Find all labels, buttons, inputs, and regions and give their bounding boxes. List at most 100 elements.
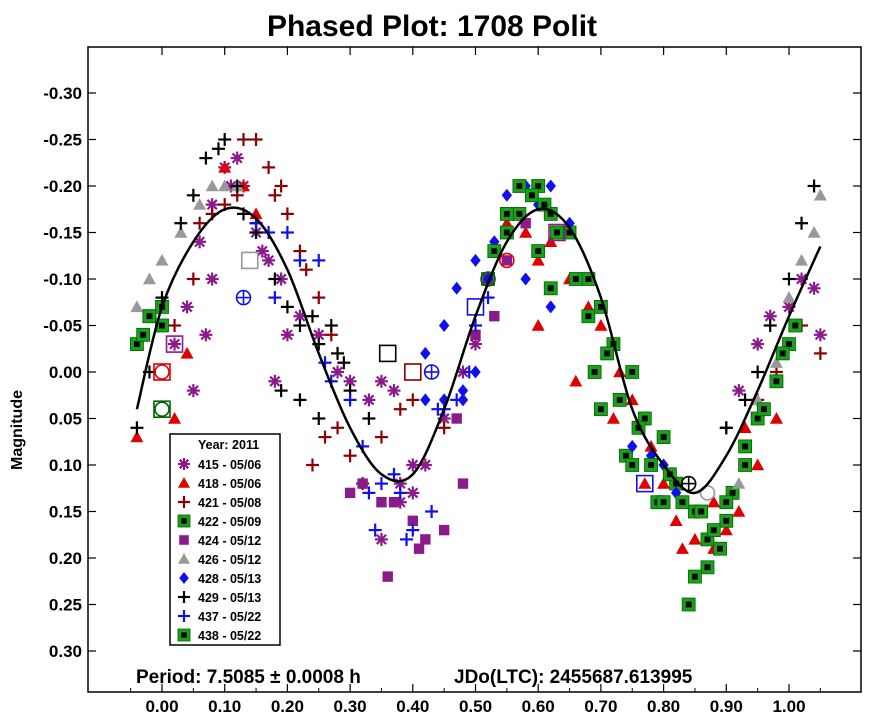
data-point xyxy=(255,244,269,258)
data-point xyxy=(612,392,627,407)
data-point xyxy=(732,477,746,489)
data-point xyxy=(531,319,545,331)
data-point xyxy=(249,133,263,146)
legend-label: 426 - 05/12 xyxy=(198,553,261,567)
data-point xyxy=(512,179,527,193)
data-point xyxy=(594,402,608,417)
data-point xyxy=(374,532,388,546)
data-point xyxy=(738,421,752,433)
data-point xyxy=(457,478,469,489)
data-point xyxy=(638,477,652,489)
data-point xyxy=(675,495,690,510)
data-point xyxy=(387,384,401,398)
data-point xyxy=(751,458,765,471)
data-point xyxy=(501,255,513,266)
fit-curve xyxy=(135,206,822,495)
data-point xyxy=(669,514,683,526)
y-axis-label: Magnitude xyxy=(9,390,26,470)
data-point xyxy=(262,253,276,267)
data-point xyxy=(318,430,332,444)
data-point xyxy=(719,513,734,528)
data-point xyxy=(393,486,407,500)
data-point xyxy=(180,346,194,359)
data-point xyxy=(407,515,418,526)
data-point xyxy=(130,300,144,313)
data-point xyxy=(531,244,546,259)
reference-marker xyxy=(635,474,654,493)
data-point xyxy=(362,486,376,500)
data-point xyxy=(186,272,200,286)
legend-item: 437 - 05/22 xyxy=(178,610,261,624)
data-point xyxy=(625,365,640,379)
data-point xyxy=(186,384,200,398)
data-point xyxy=(168,319,182,332)
data-point xyxy=(713,541,727,556)
y-tick-label: -0.15 xyxy=(43,224,82,243)
data-point xyxy=(274,179,288,193)
reference-marker xyxy=(153,363,171,381)
legend-label: 429 - 05/13 xyxy=(198,591,261,605)
data-point xyxy=(795,216,809,230)
data-point xyxy=(312,253,326,267)
data-point xyxy=(280,328,294,342)
data-point xyxy=(205,272,219,286)
data-point xyxy=(413,543,425,554)
data-point xyxy=(168,337,182,351)
data-point xyxy=(732,505,746,517)
data-point xyxy=(230,151,244,165)
x-tick-label: 0.80 xyxy=(647,697,680,716)
legend-label: 438 - 05/22 xyxy=(198,629,261,643)
data-point xyxy=(337,356,351,370)
data-point xyxy=(218,160,232,173)
data-point xyxy=(707,495,721,508)
legend-label: 421 - 05/08 xyxy=(198,496,261,510)
data-point xyxy=(656,430,671,445)
data-point xyxy=(763,319,777,332)
legend-label: 424 - 05/12 xyxy=(198,534,261,548)
data-point xyxy=(462,365,476,379)
data-point xyxy=(451,413,462,424)
data-point xyxy=(420,346,431,360)
y-tick-label: 0.10 xyxy=(49,456,82,475)
data-point xyxy=(545,179,556,193)
legend-label: 418 - 05/06 xyxy=(198,477,261,491)
data-point xyxy=(406,393,420,407)
data-point xyxy=(362,412,376,425)
data-point xyxy=(406,486,420,500)
legend-marker xyxy=(178,610,190,622)
reference-marker xyxy=(165,335,184,353)
data-point xyxy=(174,216,188,230)
reference-marker xyxy=(403,363,422,381)
data-point xyxy=(719,523,733,536)
data-point xyxy=(406,523,420,537)
data-point xyxy=(451,281,462,295)
data-point xyxy=(757,402,771,417)
legend: Year: 2011 415 - 05/06 418 - 05/06 421 - 0… xyxy=(169,433,281,646)
legend-marker xyxy=(177,514,191,528)
legend-marker xyxy=(178,496,190,508)
data-point xyxy=(501,188,513,202)
data-point xyxy=(706,523,721,537)
data-point xyxy=(732,384,746,398)
reference-marker xyxy=(423,364,440,380)
data-point xyxy=(130,421,144,435)
data-point xyxy=(550,225,564,240)
y-tick-label: 0.30 xyxy=(49,642,82,661)
x-tick-label: 0.20 xyxy=(271,697,304,716)
data-point xyxy=(437,421,451,435)
data-point xyxy=(420,534,431,545)
data-point xyxy=(438,524,450,536)
data-point xyxy=(569,374,583,387)
data-point xyxy=(656,495,671,510)
data-point xyxy=(155,253,169,266)
data-point xyxy=(564,216,575,230)
y-tick-label: -0.20 xyxy=(43,177,82,196)
data-point xyxy=(268,291,282,305)
x-tick-label: 1.00 xyxy=(772,697,805,716)
data-point xyxy=(813,346,827,360)
data-point xyxy=(675,542,689,554)
reference-marker xyxy=(499,252,515,269)
y-tick-label: -0.05 xyxy=(43,317,82,336)
legend-item: 429 - 05/13 xyxy=(178,591,261,605)
